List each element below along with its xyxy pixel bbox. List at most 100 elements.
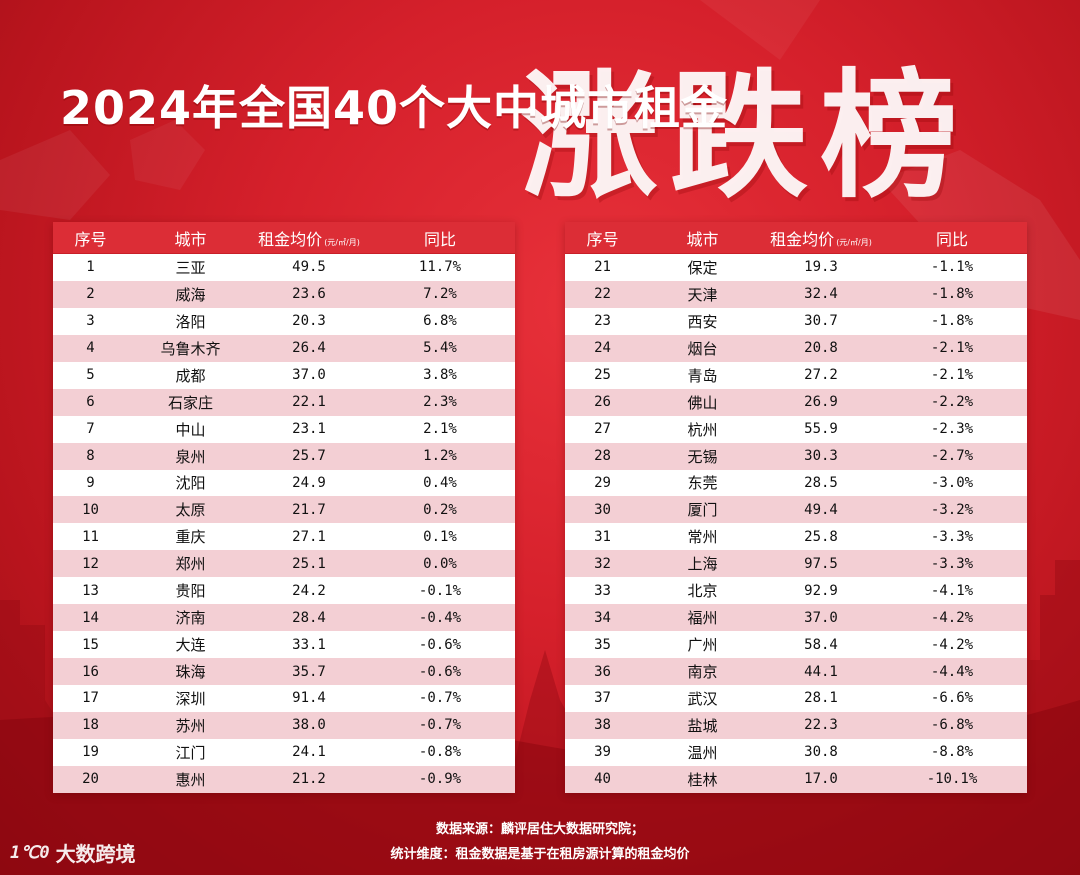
yoy-cell: -1.8%	[930, 313, 974, 330]
city-cell: 无锡	[687, 447, 718, 466]
rank-cell: 40	[594, 771, 611, 788]
city-cell: 上海	[687, 555, 718, 574]
city-cell: 大连	[175, 636, 206, 655]
city-cell: 郑州	[175, 555, 206, 574]
rank-cell: 12	[82, 555, 99, 572]
yoy-cell: -2.3%	[930, 421, 974, 438]
rent-cell: 25.8	[804, 528, 838, 545]
yoy-cell: 11.7%	[418, 259, 462, 276]
yoy-cell: 2.3%	[423, 394, 457, 411]
yoy-cell: 0.4%	[423, 474, 457, 491]
table-row: 4 乌鲁木齐 26.4 5.4%	[53, 334, 515, 362]
rent-cell: 27.1	[292, 528, 326, 545]
page-title: 2024年全国40个大中城市租金	[60, 81, 729, 135]
table-row: 33 北京 92.9 -4.1%	[565, 577, 1027, 605]
city-cell: 保定	[687, 258, 718, 277]
city-cell: 武汉	[687, 689, 718, 708]
table-row: 32 上海 97.5 -3.3%	[565, 550, 1027, 578]
rank-cell: 33	[594, 582, 611, 599]
table-row: 35 广州 58.4 -4.2%	[565, 631, 1027, 659]
table-row: 40 桂林 17.0 -10.1%	[565, 765, 1027, 793]
rent-cell: 23.1	[292, 421, 326, 438]
city-cell: 杭州	[687, 420, 718, 439]
rent-cell: 92.9	[804, 582, 838, 599]
city-cell: 常州	[687, 528, 718, 547]
city-cell: 南京	[687, 663, 718, 682]
rank-cell: 31	[594, 528, 611, 545]
table-header: 序号 城市 租金均价 (元/㎡/月) 同比	[53, 222, 515, 254]
yoy-cell: 6.8%	[423, 313, 457, 330]
yoy-cell: -6.8%	[930, 717, 974, 734]
table-row: 2 威海 23.6 7.2%	[53, 280, 515, 308]
header-rent-unit: (元/㎡/月)	[836, 237, 872, 247]
table-header: 序号 城市 租金均价 (元/㎡/月) 同比	[565, 222, 1027, 254]
rent-cell: 23.6	[292, 286, 326, 303]
rent-cell: 35.7	[292, 663, 326, 680]
header-rent-unit: (元/㎡/月)	[324, 237, 360, 247]
city-cell: 沈阳	[175, 474, 206, 493]
logo-icon: 1℃0	[10, 842, 50, 863]
rent-cell: 25.7	[292, 448, 326, 465]
rent-cell: 37.0	[804, 609, 838, 626]
yoy-cell: 5.4%	[423, 340, 457, 357]
yoy-cell: 0.1%	[423, 528, 457, 545]
rank-cell: 35	[594, 636, 611, 653]
rent-cell: 32.4	[804, 286, 838, 303]
rank-cell: 27	[594, 421, 611, 438]
yoy-cell: -0.8%	[418, 744, 462, 761]
rank-cell: 1	[86, 259, 95, 276]
yoy-cell: -0.7%	[418, 717, 462, 734]
city-cell: 烟台	[687, 339, 718, 358]
logo-text: 大数跨境	[55, 842, 136, 866]
rank-cell: 13	[82, 582, 99, 599]
table-row: 26 佛山 26.9 -2.2%	[565, 388, 1027, 416]
table-row: 20 惠州 21.2 -0.9%	[53, 765, 515, 793]
rank-cell: 24	[594, 340, 611, 357]
table-row: 9 沈阳 24.9 0.4%	[53, 469, 515, 497]
city-cell: 石家庄	[167, 393, 213, 412]
rank-cell: 3	[86, 313, 95, 330]
rent-cell: 19.3	[804, 259, 838, 276]
yoy-cell: -1.8%	[930, 286, 974, 303]
rent-cell: 20.3	[292, 313, 326, 330]
city-cell: 厦门	[687, 501, 718, 520]
table-body: 21 保定 19.3 -1.1% 22 天津 32.4 -1.8% 23 西安 30.7 -1.8% 2…	[565, 254, 1027, 793]
table-row: 23 西安 30.7 -1.8%	[565, 307, 1027, 335]
yoy-cell: -2.1%	[930, 367, 974, 384]
table-row: 5 成都 37.0 3.8%	[53, 361, 515, 389]
city-cell: 珠海	[175, 663, 206, 682]
table-row: 37 武汉 28.1 -6.6%	[565, 685, 1027, 712]
yoy-cell: -4.2%	[930, 609, 974, 626]
title-highlight: 涨跌榜	[520, 56, 971, 217]
rent-cell: 21.7	[292, 501, 326, 518]
table-row: 22 天津 32.4 -1.8%	[565, 280, 1027, 308]
city-cell: 天津	[687, 285, 718, 304]
rank-cell: 25	[594, 367, 611, 384]
yoy-cell: -0.7%	[418, 690, 462, 707]
yoy-cell: -8.8%	[930, 744, 974, 761]
header-city: 城市	[686, 229, 719, 249]
rent-table-left: 序号 城市 租金均价 (元/㎡/月) 同比 1 三亚 49.5 11.7% 2 威海 23.6…	[53, 222, 515, 793]
rank-cell: 37	[594, 690, 611, 707]
yoy-cell: -3.0%	[930, 474, 974, 491]
rent-cell: 22.1	[292, 394, 326, 411]
rent-cell: 25.1	[292, 555, 326, 572]
rank-cell: 6	[86, 394, 95, 411]
yoy-cell: -6.6%	[930, 690, 974, 707]
yoy-cell: -0.6%	[418, 663, 462, 680]
rent-cell: 22.3	[804, 717, 838, 734]
rank-cell: 28	[594, 448, 611, 465]
rent-cell: 38.0	[292, 717, 326, 734]
table-row: 36 南京 44.1 -4.4%	[565, 658, 1027, 685]
yoy-cell: 2.1%	[423, 421, 457, 438]
rank-cell: 22	[594, 286, 611, 303]
yoy-cell: -3.3%	[930, 528, 974, 545]
yoy-cell: 3.8%	[423, 367, 457, 384]
yoy-cell: 0.0%	[423, 555, 457, 572]
rank-cell: 29	[594, 474, 611, 491]
table-row: 34 福州 37.0 -4.2%	[565, 604, 1027, 632]
rank-cell: 18	[82, 717, 99, 734]
rank-cell: 16	[82, 663, 99, 680]
table-row: 17 深圳 91.4 -0.7%	[53, 685, 515, 712]
city-cell: 盐城	[687, 716, 718, 735]
